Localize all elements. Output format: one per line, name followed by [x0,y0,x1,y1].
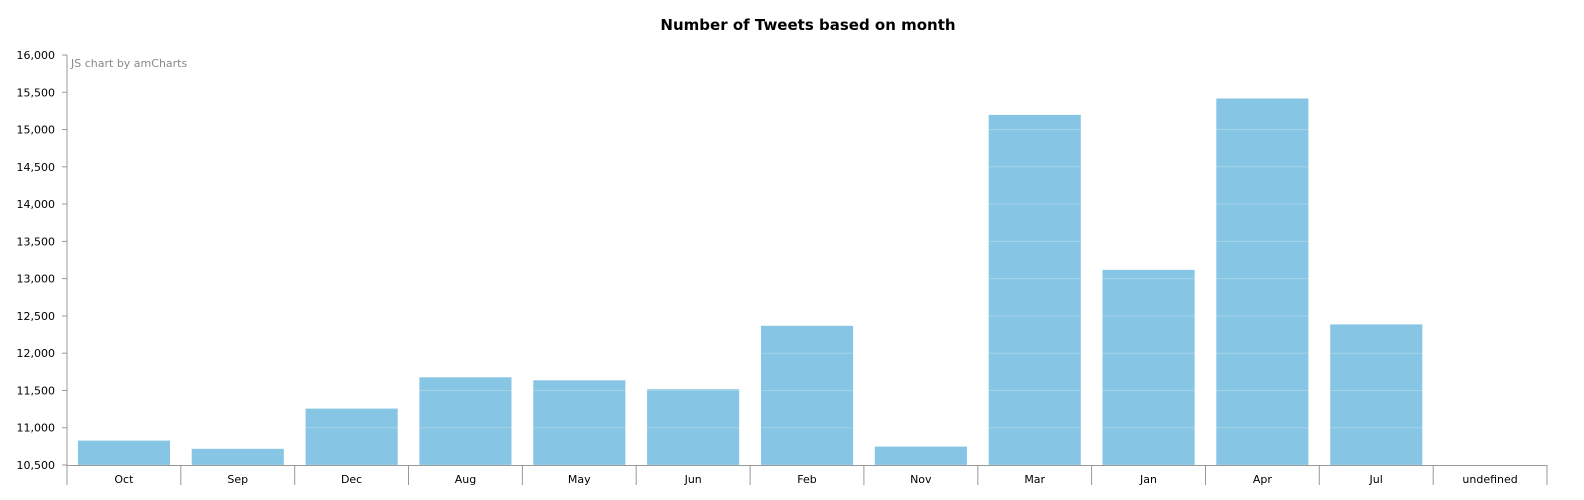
y-tick-label: 14,000 [17,198,56,211]
axes [62,54,1548,485]
x-tick-label-nov: Nov [910,473,932,486]
x-axis-tick-labels: Oct Sep Dec Aug May Jun Feb Nov Mar Jan Apr Jul unde… [114,473,1517,486]
y-tick-label: 12,000 [17,347,56,360]
y-tick-label: 13,500 [17,235,56,248]
bar-oct[interactable]: Oct: 10820 [77,440,170,466]
y-tick-label: 10,500 [17,459,56,472]
x-tick-label-sep: Sep [227,473,248,486]
y-axis-tick-labels: 10,500 11,000 11,500 12,000 12,500 13,000 13,5… [17,49,56,472]
x-tick-label-jun: Jun [684,473,702,486]
y-tick-label: 11,500 [17,385,56,398]
x-tick-label-oct: Oct [114,473,134,486]
bar-nov[interactable]: Nov: 10740 [874,446,967,466]
x-tick-label-undefined: undefined [1462,473,1517,486]
y-tick-label: 16,000 [17,49,56,62]
y-tick-label: 15,500 [17,86,56,99]
grid-lines [67,54,1547,466]
bar-aug[interactable]: Aug: 11670 [419,377,512,466]
x-tick-label-apr: Apr [1253,473,1273,486]
bar-mar[interactable]: Mar: 15190 [988,114,1081,466]
x-tick-label-dec: Dec [341,473,362,486]
x-tick-label-jan: Jan [1139,473,1157,486]
bar-apr[interactable]: Apr: 15410 [1216,98,1309,466]
bar-may[interactable]: May: 11630 [533,380,626,466]
x-tick-label-aug: Aug [455,473,476,486]
y-tick-label: 14,500 [17,161,56,174]
x-tick-label-mar: Mar [1024,473,1045,486]
y-tick-label: 12,500 [17,310,56,323]
y-tick-label: 11,000 [17,422,56,435]
bars: Oct: 10820 Sep: 10710 Dec: 11250 Aug: 11670… [77,98,1423,466]
bar-jul[interactable]: Jul: 12380 [1330,324,1423,466]
x-tick-label-jul: Jul [1369,473,1383,486]
bar-dec[interactable]: Dec: 11250 [305,408,398,466]
bar-sep[interactable]: Sep: 10710 [191,448,284,466]
bar-jan[interactable]: Jan: 13110 [1102,269,1195,466]
bar-jun[interactable]: Jun: 11510 [647,389,740,466]
y-tick-label: 15,000 [17,124,56,137]
x-tick-label-may: May [568,473,591,486]
chart-title: Number of Tweets based on month [660,16,955,34]
y-tick-label: 13,000 [17,273,56,286]
bar-feb[interactable]: Feb: 12360 [761,325,854,466]
amcharts-credit-link[interactable]: JS chart by amCharts [70,57,187,70]
x-tick-label-feb: Feb [797,473,816,486]
